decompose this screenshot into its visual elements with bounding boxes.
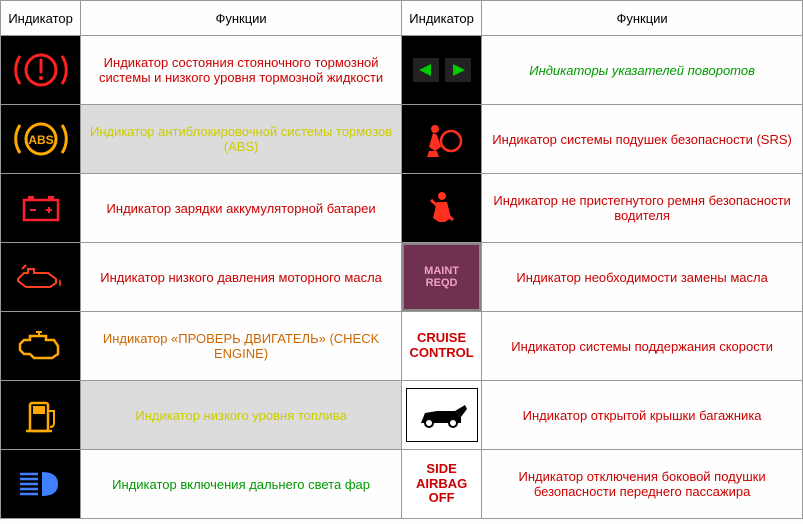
func-text: Индикаторы указателей поворотов xyxy=(529,63,755,78)
func-oil: Индикатор низкого давления моторного мас… xyxy=(81,243,402,312)
func-high-beam: Индикатор включения дальнего света фар xyxy=(81,450,402,519)
brake-warning-cell xyxy=(1,36,81,105)
func-maint-reqd: Индикатор необходимости замены масла xyxy=(482,243,803,312)
func-trunk-open: Индикатор открытой крышки багажника xyxy=(482,381,803,450)
func-check-engine: Индикатор «ПРОВЕРЬ ДВИГАТЕЛЬ» (CHECK ENG… xyxy=(81,312,402,381)
func-seatbelt: Индикатор не пристегнутого ремня безопас… xyxy=(482,174,803,243)
func-text: Индикатор включения дальнего света фар xyxy=(112,477,370,492)
func-text: Индикатор системы подушек безопасности (… xyxy=(492,132,792,147)
svg-text:ABS: ABS xyxy=(28,133,53,147)
header-function-2: Функции xyxy=(482,1,803,36)
indicators-table: Индикатор Функции Индикатор Функции Инди… xyxy=(0,0,803,519)
func-text: Индикатор системы поддержания скорости xyxy=(511,339,773,354)
func-text: Индикатор необходимости замены масла xyxy=(516,270,767,285)
func-text: Индикатор низкого уровня топлива xyxy=(135,408,346,423)
battery-cell xyxy=(1,174,81,243)
cruise-control-cell: CRUISECONTROL xyxy=(401,312,481,381)
header-function-1: Функции xyxy=(81,1,402,36)
header-indicator-1: Индикатор xyxy=(1,1,81,36)
airbag-cell xyxy=(401,105,481,174)
seatbelt-cell xyxy=(401,174,481,243)
trunk-open-cell xyxy=(401,381,481,450)
func-abs: Индикатор антиблокировочной системы торм… xyxy=(81,105,402,174)
func-side-airbag-off: Индикатор отключения боковой подушки без… xyxy=(482,450,803,519)
func-text: Индикатор состояния стояночного тормозно… xyxy=(99,55,383,85)
func-text: Индикатор низкого давления моторного мас… xyxy=(100,270,382,285)
maint-reqd-cell: MAINTREQD xyxy=(401,243,481,312)
func-text: Индикатор антиблокировочной системы торм… xyxy=(90,124,392,154)
func-text: Индикатор не пристегнутого ремня безопас… xyxy=(493,193,790,223)
cruise-control-icon: CRUISECONTROL xyxy=(404,314,479,378)
func-text: Индикатор зарядки аккумуляторной батареи xyxy=(107,201,376,216)
func-cruise-control: Индикатор системы поддержания скорости xyxy=(482,312,803,381)
oil-cell xyxy=(1,243,81,312)
maint-reqd-icon: MAINTREQD xyxy=(404,245,479,309)
func-brake-warning: Индикатор состояния стояночного тормозно… xyxy=(81,36,402,105)
side-airbag-off-cell: SIDEAIRBAGOFF xyxy=(401,450,481,519)
func-battery: Индикатор зарядки аккумуляторной батареи xyxy=(81,174,402,243)
side-airbag-off-icon: SIDEAIRBAGOFF xyxy=(404,452,479,516)
fuel-cell xyxy=(1,381,81,450)
high-beam-cell xyxy=(1,450,81,519)
func-text: Индикатор открытой крышки багажника xyxy=(523,408,762,423)
func-text: Индикатор «ПРОВЕРЬ ДВИГАТЕЛЬ» (CHECK ENG… xyxy=(103,331,379,361)
func-text: Индикатор отключения боковой подушки без… xyxy=(519,469,766,499)
abs-cell: ABS xyxy=(1,105,81,174)
turn-signals-cell xyxy=(401,36,481,105)
func-fuel: Индикатор низкого уровня топлива xyxy=(81,381,402,450)
check-engine-cell xyxy=(1,312,81,381)
func-airbag: Индикатор системы подушек безопасности (… xyxy=(482,105,803,174)
func-turn-signals: Индикаторы указателей поворотов xyxy=(482,36,803,105)
header-indicator-2: Индикатор xyxy=(401,1,481,36)
